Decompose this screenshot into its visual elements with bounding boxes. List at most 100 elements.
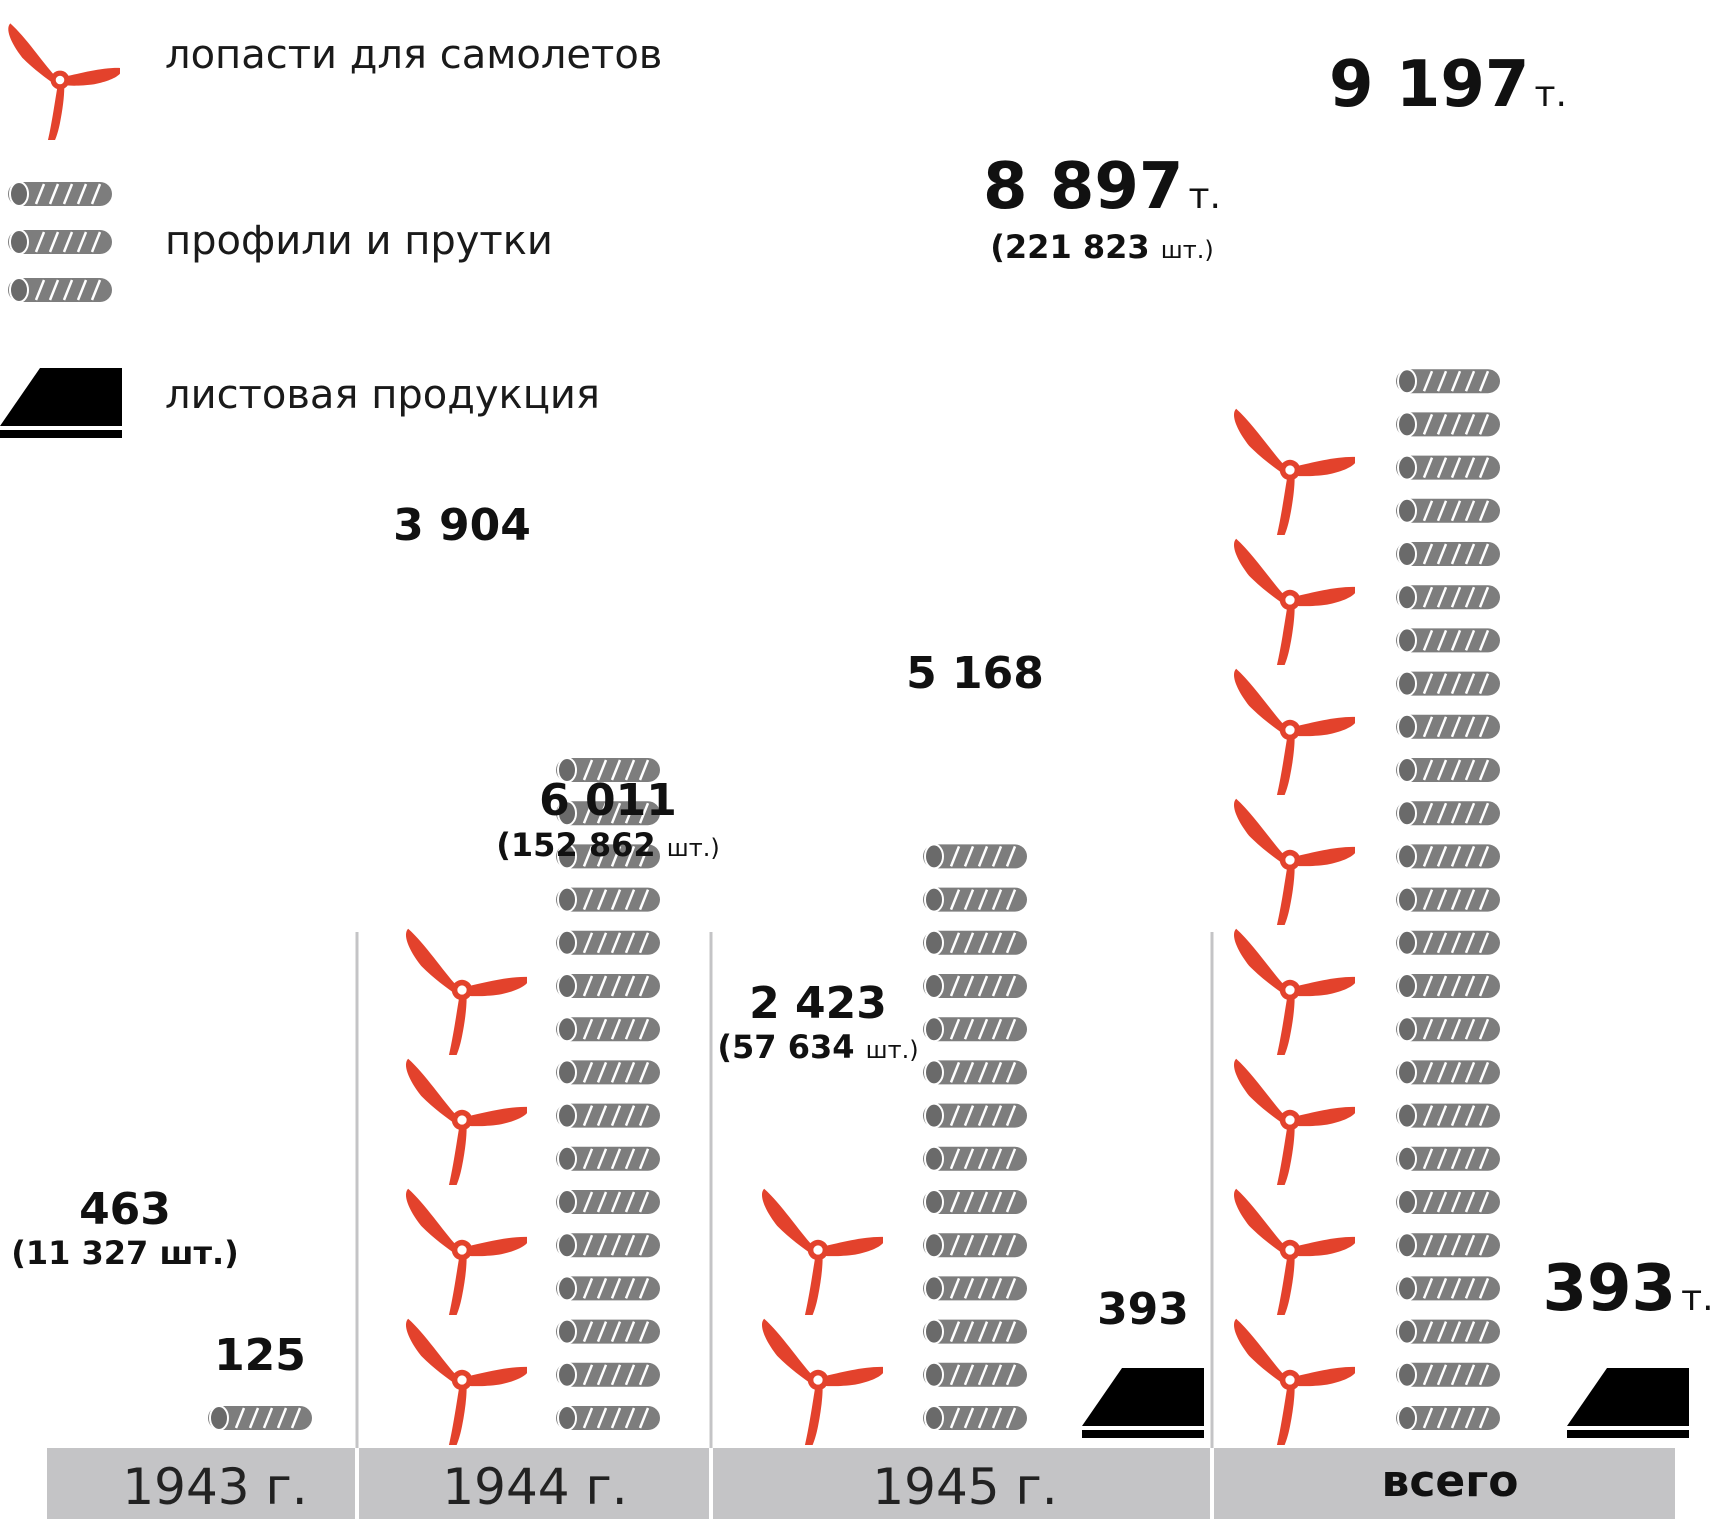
rod-mark — [1394, 1188, 1502, 1216]
data-label-total-rods: 9 197 т. — [1329, 48, 1567, 122]
rod-mark — [921, 1275, 1029, 1302]
axis-label-total: всего — [1382, 1456, 1519, 1507]
rod-mark — [1394, 843, 1502, 870]
rod-mark — [554, 1145, 662, 1173]
propeller-mark — [761, 1188, 883, 1315]
rod-mark — [1394, 367, 1502, 395]
data-label-1945-blades: 2 423 — [749, 978, 887, 1029]
rod-mark — [921, 1188, 1029, 1216]
propeller-mark — [1233, 538, 1355, 665]
axis-label-1945: 1945 г. — [872, 1458, 1057, 1516]
data-label-total-sheets: 393 т. — [1542, 1252, 1713, 1326]
rod-mark — [554, 886, 662, 913]
rod-mark — [1394, 929, 1502, 957]
rod-mark — [1394, 1145, 1502, 1173]
rod-mark — [1394, 1231, 1502, 1259]
rod-mark — [921, 929, 1029, 957]
rod-mark — [921, 1145, 1029, 1173]
legend-label-rods: профили и прутки — [165, 218, 553, 264]
propeller-mark — [405, 1188, 527, 1315]
rod-mark — [1394, 583, 1502, 611]
x-axis: 1943 г. 1944 г. 1945 г. всего — [47, 1448, 1675, 1519]
rod-mark — [1394, 670, 1502, 697]
data-label-1943-blades-pieces: (11 327 шт.) — [11, 1234, 239, 1272]
propeller-mark — [1233, 1058, 1355, 1185]
rod-mark — [1394, 1361, 1502, 1389]
rod-mark — [554, 1318, 662, 1345]
column-dividers — [355, 932, 1214, 1448]
rod-mark — [921, 1015, 1029, 1043]
rod-mark — [554, 1404, 662, 1432]
legend-label-blades: лопасти для самолетов — [165, 32, 662, 78]
rod-mark — [1394, 497, 1502, 525]
rod-mark — [554, 1361, 662, 1389]
rod-mark — [921, 1059, 1029, 1086]
rod-mark — [921, 1102, 1029, 1129]
rod-icon — [6, 276, 114, 304]
propeller-mark — [405, 1318, 527, 1445]
rod-mark — [1394, 972, 1502, 1000]
data-label-1943-blades: 463 — [79, 1184, 171, 1235]
legend: лопасти для самолетов профили и прутки л… — [0, 23, 662, 438]
data-label-1945-rods: 5 168 — [906, 648, 1044, 699]
rod-mark — [1394, 756, 1502, 784]
rod-mark — [1394, 713, 1502, 741]
propeller-mark — [1233, 1188, 1355, 1315]
propeller-mark — [1233, 408, 1355, 535]
sheet-icon — [0, 368, 122, 438]
rod-icon — [6, 228, 114, 256]
rod-mark — [921, 972, 1029, 1000]
rod-mark — [554, 972, 662, 1000]
rod-mark — [554, 929, 662, 957]
rod-mark — [1394, 627, 1502, 654]
propeller-mark — [405, 1058, 527, 1185]
propeller-icon — [8, 23, 120, 140]
propeller-mark — [1233, 798, 1355, 925]
rod-mark — [921, 843, 1029, 870]
axis-label-1943: 1943 г. — [122, 1458, 307, 1516]
rod-mark — [1394, 886, 1502, 913]
rod-mark — [921, 1318, 1029, 1345]
rod-mark — [921, 1404, 1029, 1432]
propeller-mark — [761, 1318, 883, 1445]
rod-mark — [1394, 454, 1502, 481]
data-label-1945-sheets: 393 — [1097, 1284, 1189, 1335]
data-label-1943-rods: 125 — [214, 1330, 306, 1381]
rod-mark — [554, 1231, 662, 1259]
sheet-mark — [1567, 1368, 1689, 1438]
rod-mark — [1394, 1015, 1502, 1043]
data-label-1944-rods-pieces: (152 862 шт.) — [496, 826, 719, 864]
axis-label-1944: 1944 г. — [442, 1458, 627, 1516]
data-label-1945-blades-pieces: (57 634 шт.) — [717, 1028, 918, 1066]
rod-mark — [1394, 799, 1502, 827]
data-label-total-blades: 8 897 т. — [983, 150, 1221, 224]
propeller-mark — [405, 928, 527, 1055]
legend-label-sheets: листовая продукция — [165, 372, 600, 418]
rod-mark — [921, 886, 1029, 913]
rod-mark — [554, 1059, 662, 1086]
data-label-1944-blades: 3 904 — [393, 500, 531, 551]
propeller-mark — [1233, 928, 1355, 1055]
rod-mark — [921, 1361, 1029, 1389]
rod-mark — [1394, 411, 1502, 438]
propeller-mark — [1233, 278, 1290, 340]
value-labels: 463 (11 327 шт.) 125 3 904 6 011 (152 86… — [11, 48, 1713, 1381]
sheet-mark — [1082, 1368, 1204, 1438]
rod-mark — [921, 1231, 1029, 1259]
rod-mark — [554, 1275, 662, 1302]
rod-mark — [1394, 1059, 1502, 1086]
rod-mark — [554, 1102, 662, 1129]
rod-mark — [554, 1015, 662, 1043]
rod-mark — [554, 1188, 662, 1216]
rod-mark — [1394, 1275, 1502, 1302]
rod-mark — [1394, 540, 1502, 568]
data-label-total-blades-pieces: (221 823 шт.) — [990, 228, 1213, 266]
propeller-mark — [761, 1058, 818, 1120]
propeller-mark — [1233, 668, 1355, 795]
rod-icon — [6, 180, 114, 208]
rod-mark — [1394, 1102, 1502, 1129]
axis-band — [47, 1448, 1675, 1519]
rod-mark — [1394, 1318, 1502, 1345]
propeller-mark — [1233, 1318, 1355, 1445]
chart-marks — [133, 278, 1689, 1445]
